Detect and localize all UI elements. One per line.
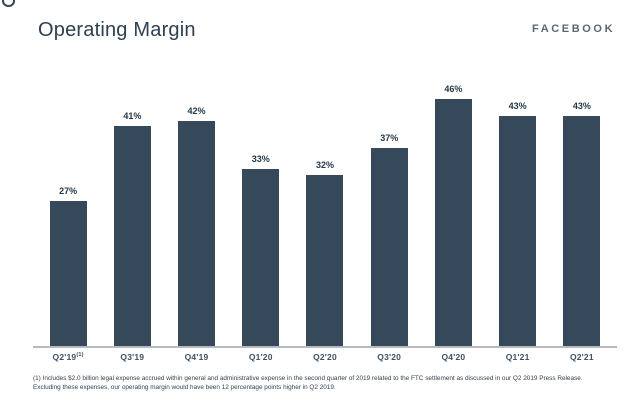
bar-column: 46% [421, 84, 485, 346]
bar [49, 201, 87, 346]
bar-value-label: 42% [187, 105, 206, 116]
x-axis-tick-labels: Q2'19(1) Q3'19 Q4'19 Q1'20 Q2'20 Q3'20 Q4'20 Q1… [36, 352, 614, 362]
x-tick-label: Q2'21 [569, 352, 594, 362]
bar-value-label: 27% [59, 186, 78, 197]
x-tick-label: Q1'20 [248, 352, 273, 362]
page-title: Operating Margin [38, 19, 196, 41]
x-tick-label: Q3'19 [120, 352, 145, 362]
x-tick-label: Q3'20 [377, 352, 402, 362]
bar [434, 99, 472, 346]
bar-column: 43% [486, 100, 550, 346]
bar-column: 41% [100, 111, 164, 346]
footnote-marker: (1) [76, 352, 84, 359]
bar-column: 27% [36, 186, 100, 346]
bar [242, 169, 280, 346]
facebook-logo: FACEBOOK [532, 23, 616, 35]
bar [113, 126, 151, 346]
footnote: (1) Includes $2.0 billion legal expense … [33, 375, 583, 393]
footnote-line-2: Excluding these expenses, our operating … [33, 383, 336, 391]
bar-column: 32% [293, 159, 357, 346]
bar [370, 147, 408, 346]
footnote-line-1: (1) Includes $2.0 billion legal expense … [33, 375, 583, 382]
x-tick-label: Q4'20 [441, 352, 466, 362]
bar [499, 115, 537, 346]
bar-value-label: 37% [380, 132, 399, 143]
bar-value-label: 32% [315, 159, 334, 170]
bar-value-label: 43% [572, 100, 591, 111]
corner-mark [2, 0, 15, 7]
x-tick-label: Q2'20 [313, 352, 337, 362]
bar-column: 33% [229, 154, 293, 346]
bar [563, 115, 601, 346]
bar-value-label: 33% [251, 154, 270, 165]
bar-column: 37% [357, 133, 421, 346]
bar [178, 120, 216, 346]
bar-column: 42% [165, 106, 229, 346]
bar-chart: 27% 41% 42% 33% 32% 37% 46% 43% 43% [36, 74, 614, 346]
bar-value-label: 41% [123, 111, 142, 122]
bar-value-label: 46% [444, 84, 463, 95]
bar [306, 174, 344, 346]
bar-value-label: 43% [508, 100, 527, 111]
x-tick-label: Q1'21 [505, 352, 530, 362]
x-axis-line [33, 346, 617, 348]
x-tick-label: Q2'19(1) [52, 352, 84, 362]
bar-column: 43% [550, 100, 614, 346]
x-tick-label: Q4'19 [184, 352, 209, 362]
